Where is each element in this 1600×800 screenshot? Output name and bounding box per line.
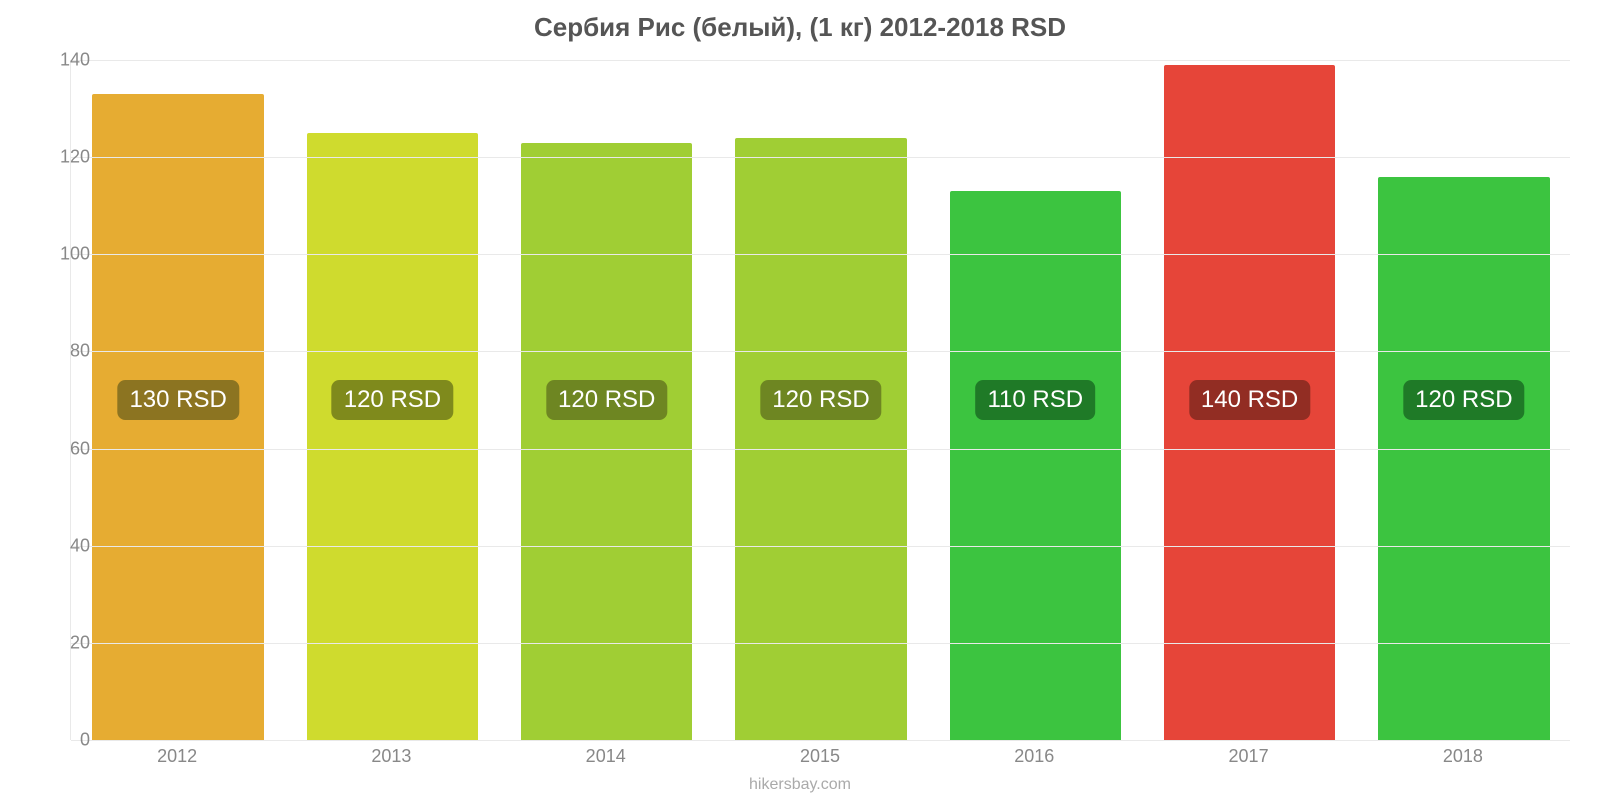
plot-area: 130 RSD 120 RSD 120 RSD 120 RSD 110 RSD 140 R… — [70, 60, 1570, 740]
x-axis-tick: 2013 — [371, 746, 411, 767]
y-axis-tick: 40 — [40, 535, 90, 556]
price-bar-chart: Сербия Рис (белый), (1 кг) 2012-2018 RSD… — [0, 0, 1600, 800]
gridline — [71, 351, 1570, 352]
bar — [521, 143, 692, 740]
bar-value-label: 140 RSD — [1189, 380, 1310, 420]
chart-credit: hikersbay.com — [0, 776, 1600, 794]
gridline — [71, 546, 1570, 547]
x-axis-tick: 2015 — [800, 746, 840, 767]
gridline — [71, 740, 1570, 741]
bar — [950, 191, 1121, 740]
x-axis-tick: 2017 — [1229, 746, 1269, 767]
bar — [1378, 177, 1549, 740]
y-axis-tick: 100 — [40, 244, 90, 265]
y-axis-tick: 140 — [40, 50, 90, 71]
bar-value-label: 120 RSD — [332, 380, 453, 420]
bar-value-label: 130 RSD — [117, 380, 238, 420]
gridline — [71, 254, 1570, 255]
x-axis-tick: 2012 — [157, 746, 197, 767]
bars-layer: 130 RSD 120 RSD 120 RSD 120 RSD 110 RSD 140 R… — [71, 60, 1570, 740]
bar-value-label: 120 RSD — [546, 380, 667, 420]
bar-value-label: 120 RSD — [760, 380, 881, 420]
gridline — [71, 449, 1570, 450]
gridline — [71, 60, 1570, 61]
y-axis-tick: 20 — [40, 632, 90, 653]
gridline — [71, 643, 1570, 644]
x-axis-tick: 2018 — [1443, 746, 1483, 767]
bar-value-label: 110 RSD — [975, 380, 1095, 420]
gridline — [71, 157, 1570, 158]
y-axis-tick: 80 — [40, 341, 90, 362]
x-axis-tick: 2014 — [586, 746, 626, 767]
x-axis-tick: 2016 — [1014, 746, 1054, 767]
y-axis-tick: 120 — [40, 147, 90, 168]
bar — [307, 133, 478, 740]
bar — [735, 138, 906, 740]
bar-value-label: 120 RSD — [1403, 380, 1524, 420]
y-axis-tick: 0 — [40, 730, 90, 751]
y-axis-tick: 60 — [40, 438, 90, 459]
chart-title: Сербия Рис (белый), (1 кг) 2012-2018 RSD — [0, 12, 1600, 43]
